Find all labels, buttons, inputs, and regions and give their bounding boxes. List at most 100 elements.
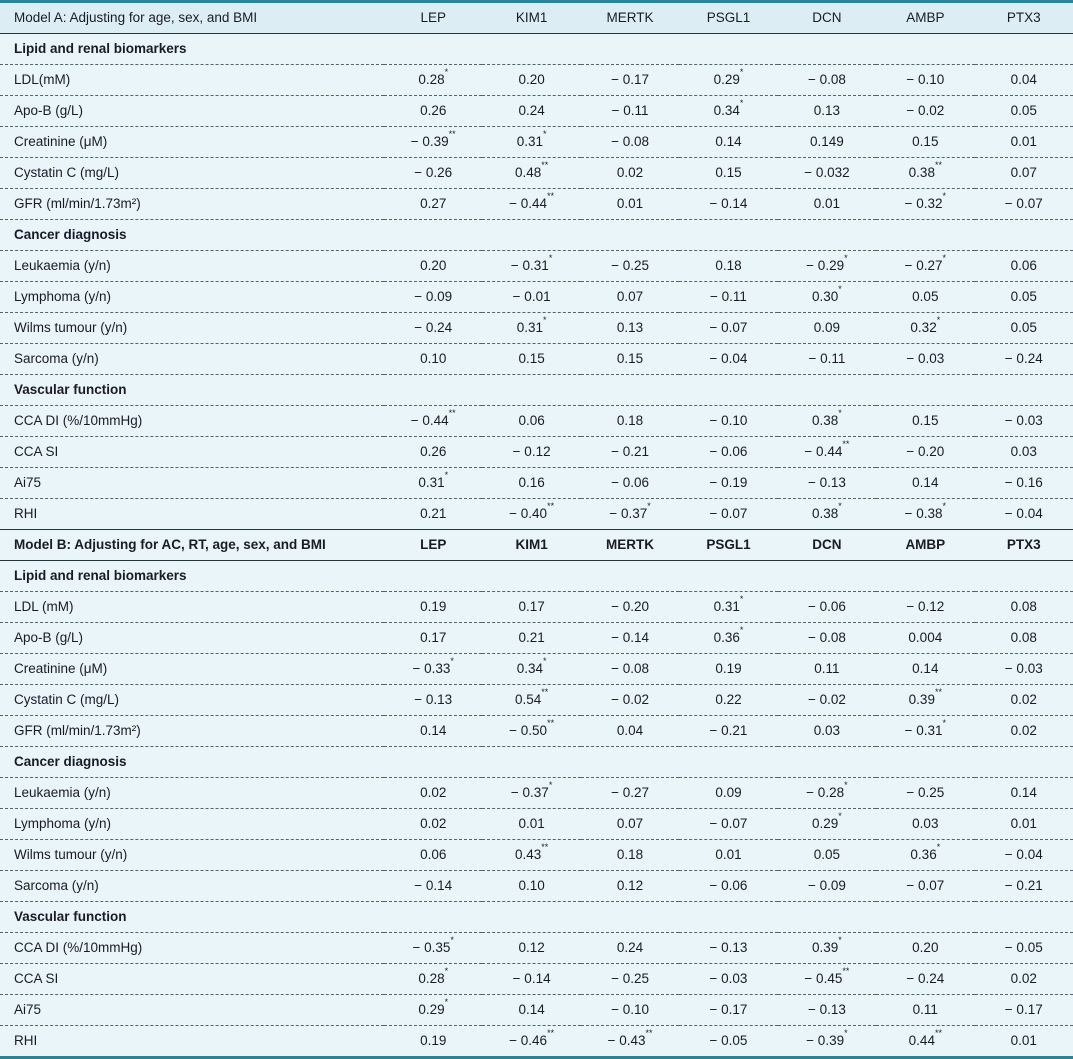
- row-label: Leukaemia (y/n): [0, 250, 384, 282]
- correlation-value: − 0.06: [580, 467, 680, 499]
- row-label: Leukaemia (y/n): [0, 777, 384, 809]
- section-row: Lipid and renal biomarkers: [0, 33, 1073, 65]
- correlation-value: 0.28*: [384, 963, 483, 995]
- correlation-value: 0.02: [974, 684, 1073, 716]
- correlation-value: − 0.44**: [777, 436, 877, 468]
- correlation-value: − 0.05: [974, 932, 1073, 964]
- row-label: Sarcoma (y/n): [0, 870, 384, 902]
- correlation-value: 0.32*: [876, 312, 975, 344]
- correlation-value: − 0.02: [777, 684, 877, 716]
- correlation-value: 0.06: [384, 839, 483, 871]
- biomarker-row: Leukaemia (y/n) 0.02− 0.37* − 0.27 0.09− 0.…: [0, 777, 1073, 809]
- correlation-value: − 0.02: [876, 95, 975, 127]
- correlation-value: − 0.13: [777, 994, 877, 1026]
- column-header-ptx3: PTX3: [974, 529, 1073, 561]
- correlation-value: − 0.17: [580, 64, 680, 96]
- correlation-value: − 0.19: [679, 467, 778, 499]
- correlation-value: 0.15: [580, 343, 680, 375]
- row-label: LDL(mM): [0, 64, 384, 96]
- column-header-lep: LEP: [384, 3, 483, 34]
- correlation-value: − 0.12: [876, 591, 975, 623]
- correlation-value: − 0.25: [580, 250, 680, 282]
- correlation-value: 0.22: [679, 684, 778, 716]
- correlation-value: 0.08: [974, 622, 1073, 654]
- column-header-ambp: AMBP: [876, 529, 975, 561]
- correlation-value: − 0.45**: [777, 963, 877, 995]
- row-label: Apo-B (g/L): [0, 622, 384, 654]
- correlation-value: − 0.37*: [580, 498, 680, 530]
- correlation-value: 0.18: [679, 250, 778, 282]
- correlation-value: 0.34*: [482, 653, 581, 685]
- correlation-value: − 0.43**: [607, 1027, 653, 1048]
- section-row: Cancer diagnosis: [0, 219, 1073, 251]
- correlation-value: 0.19: [679, 653, 778, 685]
- biomarker-row: Ai75 0.29* 0.14− 0.10− 0.17− 0.13 0.11− 0.1…: [0, 994, 1073, 1026]
- biomarker-row: LDL (mM) 0.19 0.17− 0.20 0.31* − 0.06− 0.12 0…: [0, 591, 1073, 623]
- correlation-value: 0.10: [482, 870, 581, 902]
- correlation-value: 0.31*: [482, 126, 581, 158]
- row-label: CCA SI: [0, 436, 384, 468]
- correlation-value: 0.15: [482, 343, 581, 375]
- correlation-value: − 0.37*: [482, 777, 581, 809]
- biomarker-row: CCA DI (%/10mmHg) − 0.44** 0.06 0.18− 0.10 0…: [0, 405, 1073, 437]
- correlation-value: 0.11: [777, 653, 877, 685]
- section-row: Vascular function: [0, 374, 1073, 406]
- section-title: Vascular function: [0, 374, 1073, 406]
- row-label: GFR (ml/min/1.73m²): [0, 188, 384, 220]
- column-header-psgl1: PSGL1: [679, 529, 778, 561]
- correlation-value: 0.13: [777, 95, 877, 127]
- correlation-value: − 0.24: [974, 343, 1073, 375]
- correlation-value: − 0.10: [876, 64, 975, 96]
- correlation-value: − 0.07: [679, 808, 778, 840]
- correlation-value: − 0.27*: [876, 250, 975, 282]
- correlation-value: 0.17: [482, 591, 581, 623]
- correlation-value: 0.21: [482, 622, 581, 654]
- correlation-value: 0.14: [974, 777, 1073, 809]
- correlation-value: 0.18: [580, 839, 680, 871]
- biomarker-row: Cystatin C (mg/L) − 0.26 0.48** 0.02 0.15− 0…: [0, 157, 1073, 189]
- correlation-value: − 0.44**: [384, 405, 483, 437]
- row-label: Cystatin C (mg/L): [0, 684, 384, 716]
- correlation-value: 0.149: [777, 126, 877, 158]
- correlation-value: 0.14: [876, 653, 975, 685]
- correlation-value: 0.02: [384, 777, 483, 809]
- correlation-value: − 0.03: [679, 963, 778, 995]
- row-label: Sarcoma (y/n): [0, 343, 384, 375]
- correlation-value: 0.19: [420, 1033, 447, 1048]
- row-label: Cystatin C (mg/L): [0, 157, 384, 189]
- correlation-value: 0.38*: [777, 405, 877, 437]
- correlation-value: 0.54**: [482, 684, 581, 716]
- correlation-value: 0.24: [580, 932, 680, 964]
- correlation-value: − 0.14: [679, 188, 778, 220]
- biomarker-row: RHI 0.21− 0.40** − 0.37* − 0.07 0.38* − 0.38*…: [0, 498, 1073, 530]
- correlation-value: − 0.03: [876, 343, 975, 375]
- correlation-value: 0.15: [876, 126, 975, 158]
- row-label: RHI: [14, 1033, 38, 1048]
- correlation-value: − 0.06: [777, 591, 877, 623]
- biomarker-row: Lymphoma (y/n) − 0.09− 0.01 0.07− 0.11 0.30…: [0, 281, 1073, 313]
- section-title: Vascular function: [0, 901, 1073, 933]
- correlation-value: − 0.01: [482, 281, 581, 313]
- correlation-value: − 0.07: [679, 498, 778, 530]
- correlation-value: − 0.032: [777, 157, 877, 189]
- correlation-value: − 0.05: [709, 1033, 748, 1048]
- correlation-value: − 0.21: [974, 870, 1073, 902]
- row-label: Creatinine (μM): [0, 126, 384, 158]
- correlation-value: − 0.09: [777, 870, 877, 902]
- biomarker-row: GFR (ml/min/1.73m²) 0.27− 0.44** 0.01− 0.1…: [0, 188, 1073, 220]
- correlation-value: − 0.39*: [806, 1027, 848, 1048]
- correlation-value: 0.20: [876, 932, 975, 964]
- correlation-value: − 0.17: [679, 994, 778, 1026]
- biomarker-row: CCA SI 0.28* − 0.14− 0.25− 0.03− 0.45** − 0…: [0, 963, 1073, 995]
- correlation-value: − 0.14: [384, 870, 483, 902]
- correlation-value: 0.21: [384, 498, 483, 530]
- correlation-value: 0.05: [974, 312, 1073, 344]
- biomarker-row: Cystatin C (mg/L) − 0.13 0.54** − 0.02 0.22−…: [0, 684, 1073, 716]
- correlation-value: − 0.40**: [482, 498, 581, 530]
- row-label: CCA DI (%/10mmHg): [0, 932, 384, 964]
- row-label: Ai75: [0, 467, 384, 499]
- correlation-value: − 0.20: [580, 591, 680, 623]
- correlation-value: 0.34*: [679, 95, 778, 127]
- column-header-psgl1: PSGL1: [679, 3, 778, 34]
- correlation-value: 0.14: [679, 126, 778, 158]
